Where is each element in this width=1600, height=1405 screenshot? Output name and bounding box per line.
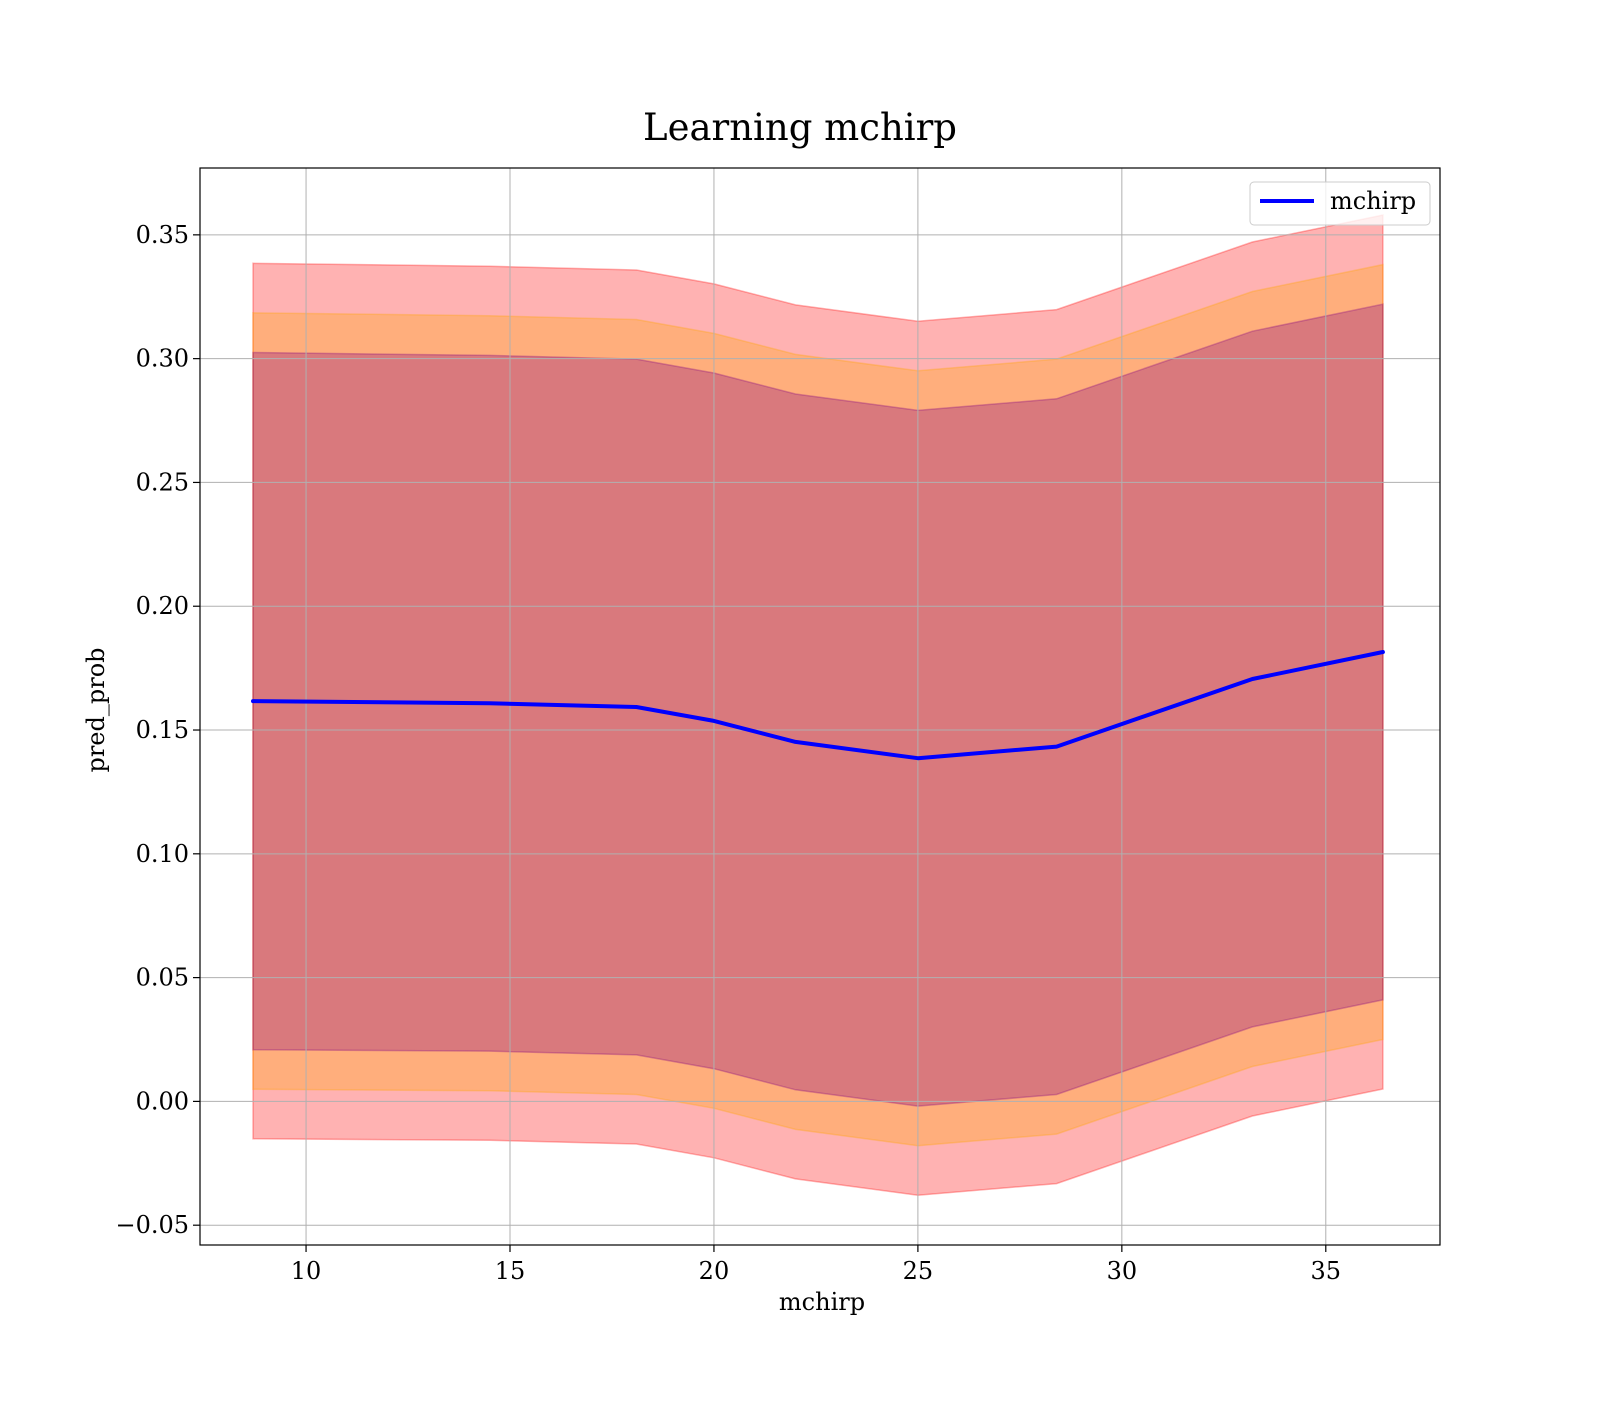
band-2 xyxy=(252,303,1384,1107)
x-axis-label: mchirp xyxy=(779,1288,865,1316)
y-tick-label-1: 0.00 xyxy=(136,1087,189,1115)
y-tick-label-5: 0.20 xyxy=(136,592,189,620)
y-tick-label-6: 0.25 xyxy=(136,468,189,496)
chart-title: Learning mchirp xyxy=(643,106,957,149)
x-tick-label-1: 15 xyxy=(495,1257,526,1285)
plot-area-frame xyxy=(199,167,1441,1246)
x-axis-ticks: 10 15 20 25 30 35 xyxy=(291,1245,1341,1285)
y-tick-label-0: −0.05 xyxy=(115,1211,189,1239)
legend-label: mchirp xyxy=(1330,187,1416,215)
y-axis-ticks: −0.05 0.00 0.05 0.10 0.15 0.20 0.25 0.30 0.35 xyxy=(115,221,200,1239)
y-axis-label: pred_prob xyxy=(82,647,110,772)
y-tick-label-8: 0.35 xyxy=(136,221,189,249)
series-line-0 xyxy=(251,650,1385,761)
y-tick-label-3: 0.10 xyxy=(136,840,189,868)
grid xyxy=(200,168,1440,1245)
legend-box xyxy=(1249,181,1431,226)
y-tick-label-7: 0.30 xyxy=(136,345,189,373)
x-tick-label-2: 20 xyxy=(699,1257,730,1285)
x-tick-label-3: 25 xyxy=(903,1257,934,1285)
x-tick-label-4: 30 xyxy=(1107,1257,1138,1285)
confidence-bands xyxy=(252,214,1384,1196)
x-tick-label-0: 10 xyxy=(291,1257,322,1285)
legend: mchirp xyxy=(1249,181,1431,226)
y-tick-label-4: 0.15 xyxy=(136,716,189,744)
x-tick-label-5: 35 xyxy=(1311,1257,1342,1285)
series-lines xyxy=(251,650,1385,761)
y-tick-label-2: 0.05 xyxy=(136,964,189,992)
